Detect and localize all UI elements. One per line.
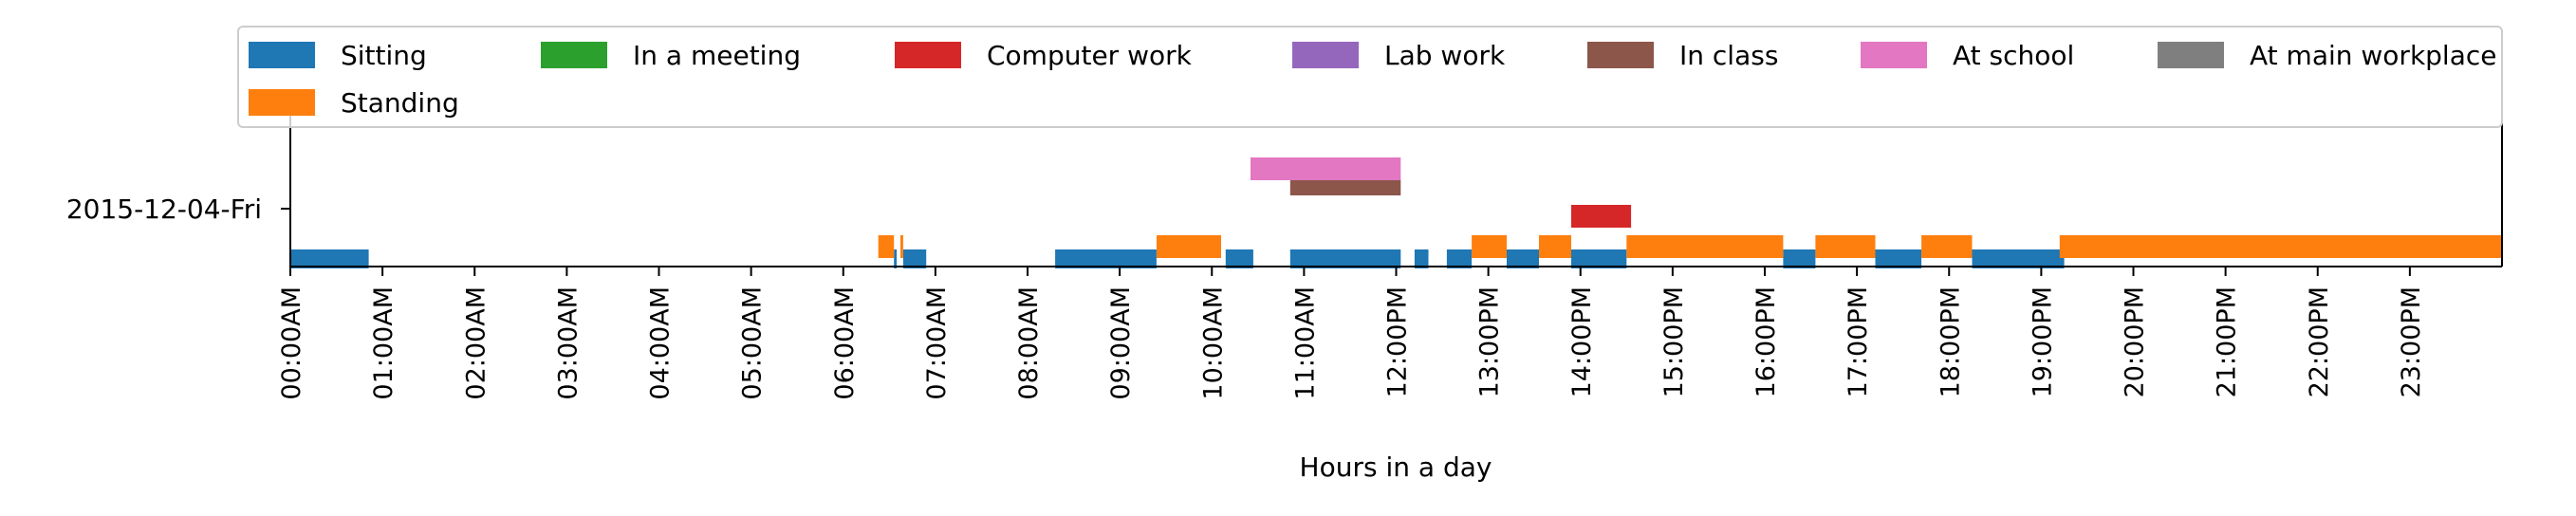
x-tick-label-16: 16:00PM	[1751, 286, 1781, 397]
legend-label-lab-work: Lab work	[1384, 40, 1506, 71]
legend-swatch-at-main-workplace	[2158, 42, 2224, 68]
legend-swatch-in-class	[1587, 42, 1654, 68]
x-tick-label-11: 11:00AM	[1290, 286, 1320, 400]
bar-sitting-12	[1972, 249, 2065, 268]
bar-standing-5	[1626, 235, 1784, 258]
bar-standing-0	[878, 235, 895, 258]
bar-sitting-1	[894, 249, 898, 268]
x-tick-label-20: 20:00PM	[2121, 286, 2150, 397]
legend-swatch-sitting	[249, 42, 315, 68]
x-tick-label-15: 15:00PM	[1659, 286, 1689, 397]
legend-label-in-a-meeting: In a meeting	[633, 40, 801, 71]
x-ticks-layer: 00:00AM 01:00AM 02:00AM 03:00AM 04:00AM 05:00…	[277, 267, 2426, 400]
legend-label-sitting: Sitting	[341, 40, 427, 71]
x-tick-label-8: 08:00AM	[1014, 286, 1044, 400]
bar-sitting-5	[1289, 249, 1401, 268]
bar-standing-2	[1157, 235, 1221, 258]
bar-in-class-0	[1289, 180, 1401, 195]
x-tick-label-18: 18:00PM	[1936, 286, 1965, 397]
x-tick-label-23: 23:00PM	[2397, 286, 2426, 397]
x-tick-label-2: 02:00AM	[461, 286, 491, 400]
legend-swatch-lab-work	[1292, 42, 1359, 68]
bar-sitting-2	[902, 249, 927, 268]
bar-computer-work-0	[1571, 205, 1632, 228]
legend-swatch-computer-work	[895, 42, 961, 68]
bar-standing-1	[900, 235, 903, 258]
x-tick-label-19: 19:00PM	[2028, 286, 2057, 397]
y-ticks-layer: 2015-12-04-Fri	[66, 194, 290, 225]
x-tick-label-5: 05:00AM	[738, 286, 768, 400]
legend-label-standing: Standing	[341, 87, 459, 119]
bar-sitting-6	[1414, 249, 1429, 268]
x-tick-label-17: 17:00PM	[1844, 286, 1873, 397]
bar-standing-8	[2059, 235, 2502, 258]
legend-label-at-main-workplace: At main workplace	[2250, 40, 2497, 71]
legend-label-computer-work: Computer work	[987, 40, 1193, 71]
x-tick-label-22: 22:00PM	[2305, 286, 2334, 397]
x-tick-label-12: 12:00PM	[1383, 286, 1413, 397]
x-tick-label-4: 04:00AM	[646, 286, 676, 400]
bar-standing-3	[1472, 235, 1507, 258]
x-tick-label-21: 21:00PM	[2213, 286, 2242, 397]
bar-sitting-10	[1783, 249, 1816, 268]
bar-sitting-3	[1055, 249, 1157, 268]
legend-label-at-school: At school	[1953, 40, 2074, 71]
x-tick-label-1: 01:00AM	[369, 286, 398, 400]
legend-swatch-at-school	[1861, 42, 1927, 68]
bar-sitting-11	[1875, 249, 1922, 268]
legend-label-in-class: In class	[1679, 40, 1778, 71]
x-tick-label-10: 10:00AM	[1198, 286, 1228, 400]
x-tick-label-14: 14:00PM	[1567, 286, 1597, 397]
x-tick-label-7: 07:00AM	[922, 286, 952, 400]
x-tick-label-0: 00:00AM	[277, 286, 306, 400]
bar-at-school-0	[1251, 157, 1401, 180]
bar-sitting-9	[1571, 249, 1627, 268]
bar-sitting-7	[1446, 249, 1473, 268]
x-tick-label-9: 09:00AM	[1106, 286, 1136, 400]
bar-standing-6	[1815, 235, 1876, 258]
legend-swatch-in-a-meeting	[541, 42, 607, 68]
bar-sitting-8	[1507, 249, 1539, 268]
x-tick-label-13: 13:00PM	[1475, 286, 1505, 397]
x-tick-label-3: 03:00AM	[553, 286, 583, 400]
legend: Sitting In a meeting Computer work Lab work…	[237, 26, 2503, 128]
bar-standing-7	[1921, 235, 1973, 258]
x-axis-label: Hours in a day	[1300, 452, 1492, 483]
legend-frame	[237, 26, 2503, 128]
bars-layer	[290, 157, 2502, 268]
y-tick-label-0: 2015-12-04-Fri	[66, 194, 262, 225]
legend-swatch-standing	[249, 89, 315, 116]
x-tick-label-6: 06:00AM	[830, 286, 860, 400]
bar-sitting-4	[1225, 249, 1253, 268]
bar-standing-4	[1539, 235, 1571, 258]
bar-sitting-0	[290, 249, 369, 268]
